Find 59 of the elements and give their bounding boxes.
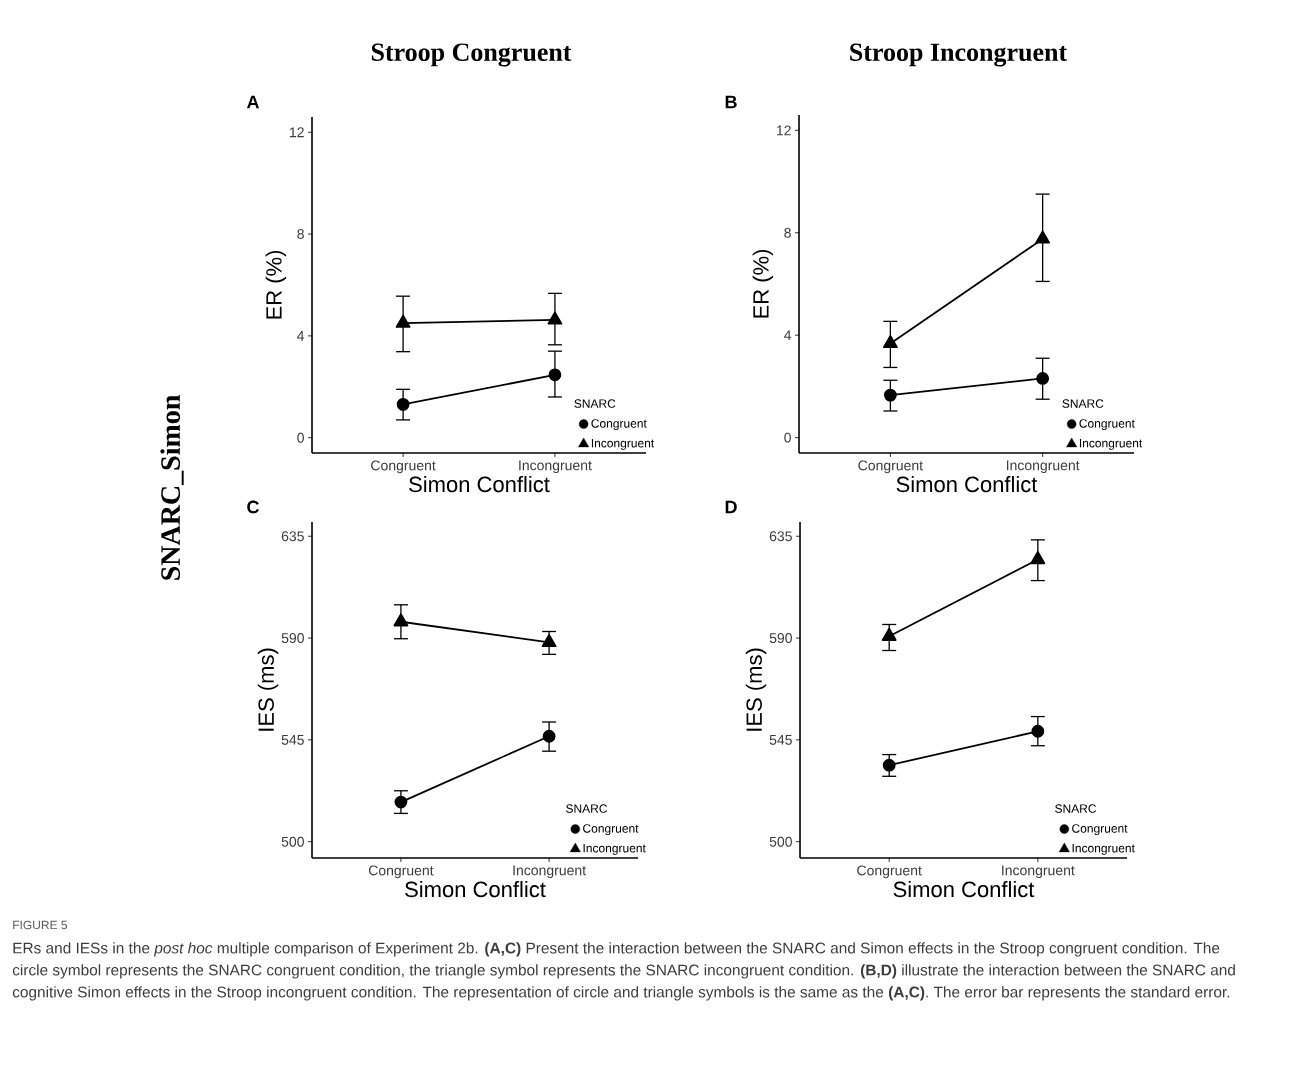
y-tick-label: 12 bbox=[289, 127, 304, 138]
caption: FIGURE 5 bbox=[13, 920, 68, 930]
legend-title: SNARC bbox=[1055, 804, 1097, 813]
text: C bbox=[247, 500, 260, 514]
legend-label: Incongruent bbox=[1079, 439, 1143, 450]
y-tick-label: 12 bbox=[776, 125, 791, 136]
y-axis-title: IES (ms) bbox=[745, 648, 767, 731]
y-tick-label: 635 bbox=[281, 531, 304, 542]
point bbox=[883, 388, 897, 402]
y-tick-label: 590 bbox=[769, 633, 792, 644]
point bbox=[542, 729, 556, 743]
x-tick-label: Congruent bbox=[858, 460, 923, 474]
legend-label: Congruent bbox=[583, 824, 639, 836]
y-tick-label: 500 bbox=[769, 836, 792, 847]
x-tick-label: Congruent bbox=[368, 865, 434, 879]
x-axis-title: Simon Conflict bbox=[893, 881, 1035, 898]
point bbox=[1031, 724, 1045, 738]
legend-label: Incongruent bbox=[1072, 844, 1135, 855]
text: D bbox=[725, 500, 737, 514]
legend-label: Congruent bbox=[591, 419, 647, 431]
x-axis-title: Simon Conflict bbox=[409, 476, 550, 493]
y-axis-title: ER (%) bbox=[265, 250, 287, 319]
y-tick-label: 590 bbox=[281, 633, 304, 644]
x-tick-label: Incongruent bbox=[1002, 865, 1075, 879]
y-tick-label: 545 bbox=[769, 735, 792, 745]
y-tick-label: 8 bbox=[784, 227, 791, 238]
text: B bbox=[725, 95, 737, 109]
x-tick-label: Congruent bbox=[857, 865, 922, 879]
y-axis-title: IES (ms) bbox=[257, 648, 279, 731]
y-tick-label: 4 bbox=[784, 330, 792, 341]
legend-label: Incongruent bbox=[583, 844, 646, 855]
chart-title: Stroop Incongruent bbox=[850, 43, 1068, 67]
x-tick-label: Congruent bbox=[371, 460, 436, 474]
chart-title: Stroop Congruent bbox=[371, 43, 572, 67]
x-tick-label: Incongruent bbox=[519, 460, 592, 474]
text: ERs and IESs in the post hoc multiple comparison of Experiment 2b. (A,C) Present the interaction between the SNARC and Simon effects in the Stroop congruent condition. The circle symbol represents the SNARC congruent condition, the triangle symbol represents the SNARC incongruent condition. (B,D) illustrate the interaction between the SNARC and cognitive Simon effects in the Stroop incongruent condition. The representation of circle and triangle symbols is the same as the (A,C). The error bar represents the standard error. bbox=[12, 942, 1235, 1001]
y-tick-label: 500 bbox=[281, 836, 304, 847]
point bbox=[394, 795, 408, 809]
y-tick-label: 0 bbox=[784, 432, 791, 443]
legend-title: SNARC bbox=[1062, 399, 1104, 408]
x-tick-label: Incongruent bbox=[1006, 460, 1080, 474]
point bbox=[882, 758, 896, 772]
x-tick-label: Incongruent bbox=[513, 865, 586, 879]
x-axis-title: Simon Conflict bbox=[405, 881, 546, 898]
y-axis-title: ER (%) bbox=[752, 249, 774, 318]
y-tick-label: 545 bbox=[281, 735, 304, 745]
legend-title: SNARC bbox=[574, 399, 616, 408]
y-tick-label: 0 bbox=[297, 432, 304, 443]
x-axis-title: Simon Conflict bbox=[896, 476, 1038, 493]
y-tick-label: 635 bbox=[769, 531, 792, 542]
legend-label: Congruent bbox=[1072, 824, 1128, 836]
legend-label: Incongruent bbox=[591, 439, 655, 450]
text: A bbox=[246, 95, 260, 109]
legend-title: SNARC bbox=[566, 804, 608, 813]
point bbox=[1036, 372, 1050, 385]
text: SNARC_Simon bbox=[160, 395, 184, 580]
legend-label: Congruent bbox=[1079, 419, 1135, 431]
y-tick-label: 4 bbox=[297, 331, 305, 341]
y-tick-label: 8 bbox=[297, 229, 304, 240]
